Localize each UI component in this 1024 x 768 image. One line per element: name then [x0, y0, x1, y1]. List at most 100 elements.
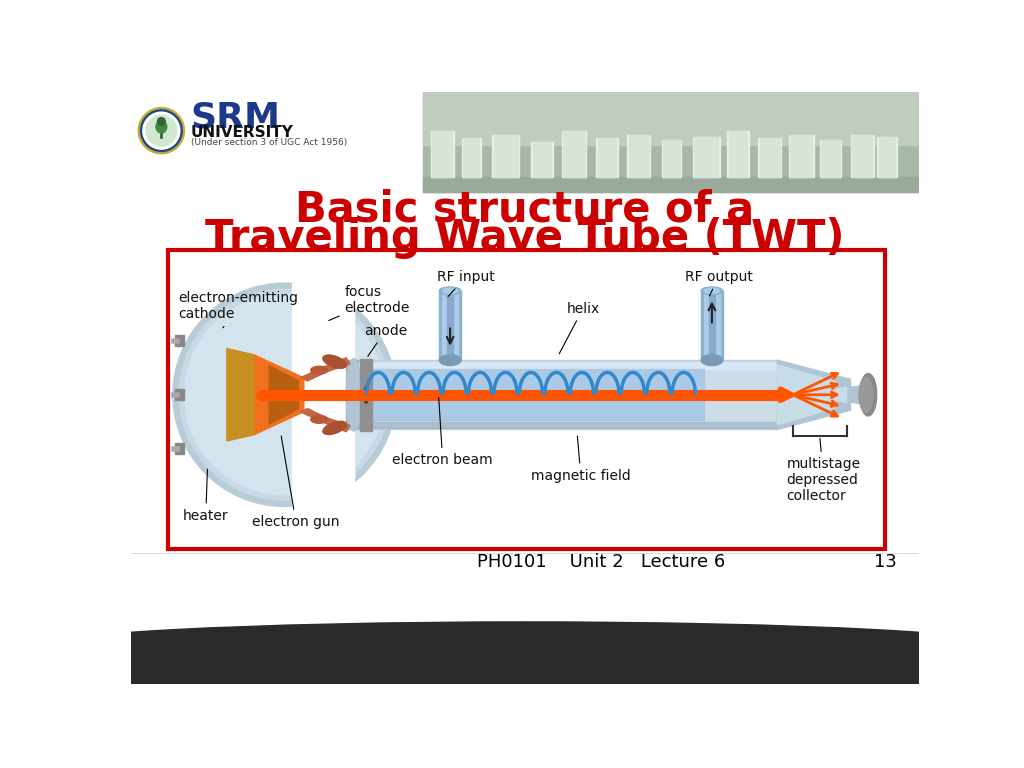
Text: anode: anode [364, 324, 408, 356]
Bar [175, 389, 184, 400]
Bar [694, 137, 718, 177]
Ellipse shape [346, 359, 361, 431]
Bar [701, 291, 723, 360]
Bar [175, 443, 184, 454]
Bar [494, 134, 518, 177]
Bar [852, 134, 872, 177]
Bar [354, 422, 777, 428]
Bar [354, 360, 777, 429]
Bar [851, 134, 873, 177]
Polygon shape [777, 365, 847, 425]
Bar [821, 140, 840, 177]
Bar [563, 131, 585, 177]
Bar [357, 376, 705, 414]
Text: Traveling Wave Tube (TWT): Traveling Wave Tube (TWT) [205, 217, 845, 260]
Polygon shape [300, 358, 350, 381]
Bar [354, 364, 777, 425]
Bar [447, 291, 454, 360]
Bar [878, 137, 897, 177]
Text: helix: helix [559, 302, 600, 354]
Polygon shape [254, 355, 304, 435]
Bar [175, 336, 184, 346]
Text: heater: heater [183, 469, 228, 523]
Circle shape [140, 110, 182, 151]
Bar [442, 291, 458, 360]
Bar [292, 283, 354, 506]
Text: RF output: RF output [685, 270, 753, 296]
Bar [532, 142, 551, 177]
Bar [360, 359, 373, 431]
Polygon shape [300, 409, 350, 432]
Bar [354, 362, 777, 369]
Ellipse shape [439, 355, 461, 366]
Ellipse shape [860, 373, 877, 416]
Bar [727, 131, 749, 177]
Bar [432, 131, 453, 177]
Ellipse shape [705, 288, 720, 293]
Ellipse shape [184, 295, 385, 495]
Ellipse shape [173, 283, 396, 506]
Ellipse shape [701, 287, 723, 295]
Polygon shape [777, 360, 866, 429]
Bar [788, 134, 813, 177]
Bar [423, 92, 920, 144]
Text: RF input: RF input [437, 270, 495, 296]
Text: UNIVERSITY: UNIVERSITY [190, 124, 294, 140]
Text: electron-emitting
cathode: electron-emitting cathode [178, 291, 298, 328]
Bar [346, 360, 357, 429]
Bar [664, 140, 680, 177]
Text: multistage
depressed
collector: multistage depressed collector [786, 439, 861, 504]
Bar [791, 134, 812, 177]
Bar [463, 138, 479, 177]
Bar [729, 131, 748, 177]
Ellipse shape [859, 377, 872, 412]
Bar [705, 291, 720, 360]
Text: focus
electrode: focus electrode [329, 285, 410, 320]
Text: Basic structure of a: Basic structure of a [295, 189, 755, 231]
Polygon shape [269, 366, 298, 424]
Circle shape [146, 115, 177, 146]
Ellipse shape [310, 415, 328, 423]
Bar [357, 369, 705, 420]
Circle shape [138, 108, 184, 154]
Text: SRM: SRM [190, 101, 281, 134]
Bar [628, 134, 650, 177]
Ellipse shape [239, 364, 300, 425]
Bar [819, 140, 842, 177]
Bar [423, 92, 920, 192]
Bar [431, 131, 454, 177]
Polygon shape [226, 349, 254, 441]
Ellipse shape [179, 290, 390, 500]
Ellipse shape [442, 288, 458, 293]
Text: 13: 13 [873, 553, 897, 571]
Ellipse shape [25, 622, 1024, 676]
Bar [596, 138, 617, 177]
Ellipse shape [364, 386, 369, 403]
Text: electron gun: electron gun [252, 436, 340, 529]
Bar [439, 291, 461, 360]
Bar [562, 131, 587, 177]
Bar [531, 142, 553, 177]
Text: magnetic field: magnetic field [531, 436, 631, 482]
Bar [709, 291, 715, 360]
Bar [692, 137, 720, 177]
Bar [423, 177, 920, 192]
Ellipse shape [156, 121, 167, 133]
Bar [879, 137, 895, 177]
Ellipse shape [439, 287, 461, 295]
Bar [131, 649, 920, 684]
Bar [493, 134, 519, 177]
Bar [760, 138, 779, 177]
Bar [662, 140, 681, 177]
Bar [462, 138, 481, 177]
Text: electron beam: electron beam [392, 398, 493, 467]
Bar [598, 138, 616, 177]
Text: PH0101    Unit 2   Lecture 6: PH0101 Unit 2 Lecture 6 [477, 553, 725, 571]
Bar [758, 138, 781, 177]
Ellipse shape [323, 422, 346, 435]
Ellipse shape [310, 366, 328, 374]
Bar [131, 92, 920, 192]
Bar [168, 250, 885, 549]
Ellipse shape [158, 118, 165, 125]
Ellipse shape [701, 355, 723, 366]
